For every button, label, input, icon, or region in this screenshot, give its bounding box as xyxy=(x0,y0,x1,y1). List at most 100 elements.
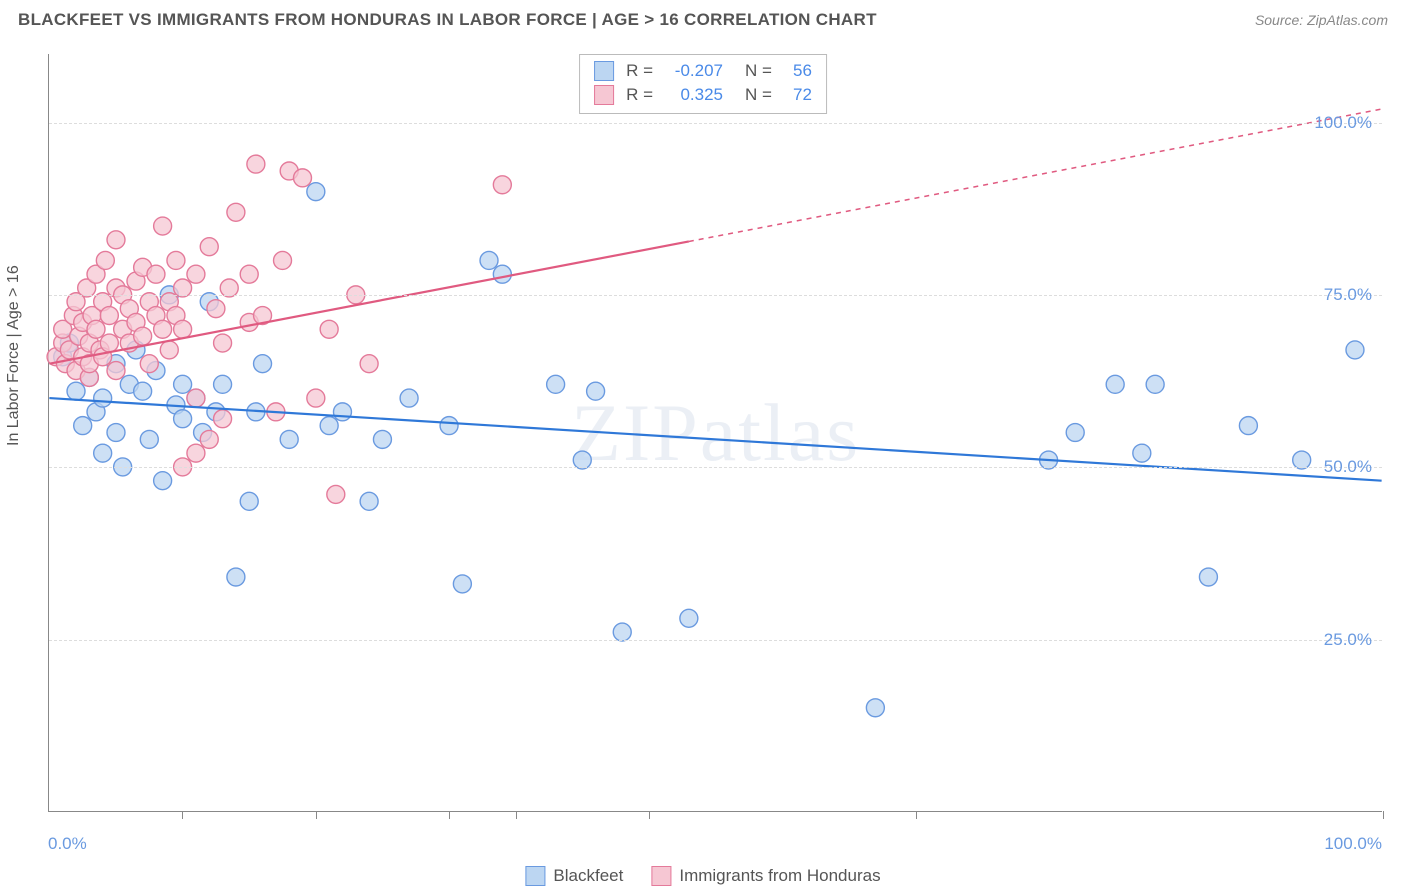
gridline-h xyxy=(49,295,1382,296)
r-value: -0.207 xyxy=(661,61,723,81)
honduras-point xyxy=(187,389,205,407)
y-tick-label: 75.0% xyxy=(1324,285,1372,305)
honduras-point xyxy=(320,320,338,338)
n-value: 72 xyxy=(780,85,812,105)
x-axis-max-label: 100.0% xyxy=(1324,834,1382,854)
blackfeet-point xyxy=(227,568,245,586)
chart-title: BLACKFEET VS IMMIGRANTS FROM HONDURAS IN… xyxy=(18,10,877,30)
honduras-point xyxy=(294,169,312,187)
x-tick xyxy=(1383,811,1384,819)
legend-label: Immigrants from Honduras xyxy=(679,866,880,886)
honduras-point xyxy=(174,320,192,338)
honduras-point xyxy=(147,265,165,283)
blackfeet-point xyxy=(1146,375,1164,393)
honduras-point xyxy=(274,251,292,269)
stats-row-blackfeet: R =-0.207N =56 xyxy=(594,59,812,83)
blackfeet-point xyxy=(67,382,85,400)
honduras-point xyxy=(214,334,232,352)
blackfeet-point xyxy=(254,355,272,373)
honduras-point xyxy=(360,355,378,373)
honduras-point xyxy=(214,410,232,428)
honduras-point xyxy=(134,327,152,345)
blackfeet-point xyxy=(400,389,418,407)
honduras-point xyxy=(187,265,205,283)
x-tick xyxy=(316,811,317,819)
honduras-trendline-extrapolated xyxy=(689,109,1382,241)
blackfeet-point xyxy=(320,417,338,435)
honduras-point xyxy=(154,217,172,235)
stats-row-honduras: R = 0.325 N = 72 xyxy=(594,83,812,107)
honduras-point xyxy=(100,307,118,325)
blackfeet-point xyxy=(493,265,511,283)
honduras-point xyxy=(493,176,511,194)
blackfeet-point xyxy=(613,623,631,641)
blackfeet-point xyxy=(174,375,192,393)
blackfeet-point xyxy=(1239,417,1257,435)
r-label: R = xyxy=(626,85,653,105)
x-axis-min-label: 0.0% xyxy=(48,834,87,854)
blackfeet-point xyxy=(573,451,591,469)
honduras-point xyxy=(207,300,225,318)
blackfeet-point xyxy=(140,430,158,448)
blackfeet-point xyxy=(373,430,391,448)
legend-item-honduras: Immigrants from Honduras xyxy=(651,866,880,886)
blackfeet-point xyxy=(174,410,192,428)
blackfeet-point xyxy=(1293,451,1311,469)
honduras-point xyxy=(154,320,172,338)
blackfeet-point xyxy=(1346,341,1364,359)
y-tick-label: 25.0% xyxy=(1324,630,1372,650)
blackfeet-point xyxy=(547,375,565,393)
gridline-h xyxy=(49,640,1382,641)
blackfeet-point xyxy=(94,389,112,407)
honduras-point xyxy=(107,362,125,380)
blackfeet-point xyxy=(680,609,698,627)
blackfeet-point xyxy=(280,430,298,448)
blackfeet-swatch-icon xyxy=(525,866,545,886)
blackfeet-point xyxy=(360,492,378,510)
blackfeet-point xyxy=(1066,424,1084,442)
gridline-h xyxy=(49,123,1382,124)
honduras-point xyxy=(107,231,125,249)
honduras-point xyxy=(167,251,185,269)
blackfeet-point xyxy=(107,424,125,442)
x-tick xyxy=(182,811,183,819)
x-tick xyxy=(516,811,517,819)
n-label: N = xyxy=(745,85,772,105)
honduras-point xyxy=(96,251,114,269)
blackfeet-point xyxy=(240,492,258,510)
x-tick xyxy=(649,811,650,819)
honduras-point xyxy=(307,389,325,407)
blackfeet-point xyxy=(1133,444,1151,462)
blackfeet-point xyxy=(333,403,351,421)
blackfeet-swatch-icon xyxy=(594,61,614,81)
correlation-stats-box: R = -0.207 N = 56R = 0.325 N = 72 xyxy=(579,54,827,114)
legend: Blackfeet Immigrants from Honduras xyxy=(525,866,880,886)
honduras-point xyxy=(100,334,118,352)
blackfeet-point xyxy=(154,472,172,490)
honduras-point xyxy=(200,430,218,448)
blackfeet-point xyxy=(587,382,605,400)
n-value: 56 xyxy=(780,61,812,81)
blackfeet-point xyxy=(866,699,884,717)
y-tick-label: 100.0% xyxy=(1314,113,1372,133)
scatter-plot-svg xyxy=(49,54,1382,811)
honduras-swatch-icon xyxy=(594,85,614,105)
y-tick-label: 50.0% xyxy=(1324,457,1372,477)
gridline-h xyxy=(49,467,1382,468)
blackfeet-point xyxy=(453,575,471,593)
honduras-point xyxy=(160,341,178,359)
legend-label: Blackfeet xyxy=(553,866,623,886)
honduras-point xyxy=(327,485,345,503)
honduras-point xyxy=(187,444,205,462)
blackfeet-point xyxy=(134,382,152,400)
r-value: 0.325 xyxy=(661,85,723,105)
legend-item-blackfeet: Blackfeet xyxy=(525,866,623,886)
y-axis-title: In Labor Force | Age > 16 xyxy=(5,265,23,446)
r-label: R = xyxy=(626,61,653,81)
honduras-point xyxy=(140,355,158,373)
blackfeet-point xyxy=(307,183,325,201)
blackfeet-point xyxy=(1106,375,1124,393)
blackfeet-point xyxy=(214,375,232,393)
blackfeet-point xyxy=(1199,568,1217,586)
blackfeet-point xyxy=(480,251,498,269)
